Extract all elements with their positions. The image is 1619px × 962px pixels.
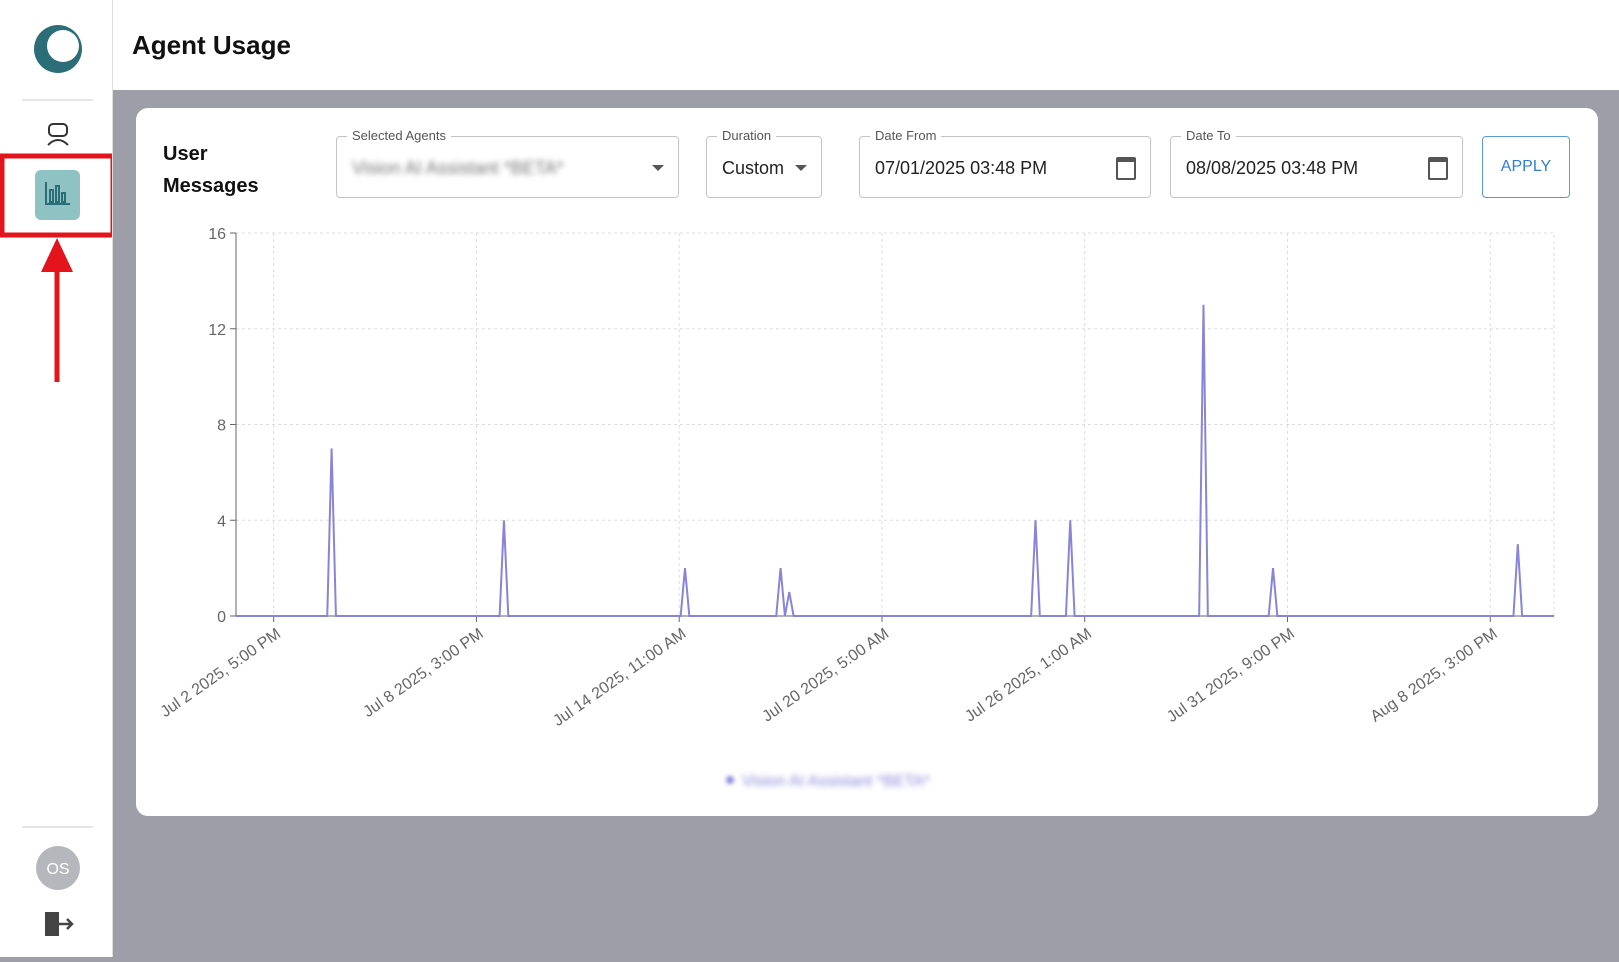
field-value: 07/01/2025 03:48 PM (875, 158, 1048, 178)
x-tick-label: Jul 26 2025, 1:00 AM (962, 625, 1095, 725)
y-tick-label: 16 (208, 226, 226, 243)
duration-select[interactable]: Duration Custom (706, 128, 822, 198)
dropdown-caret (795, 165, 807, 177)
field-label: Selected Agents (347, 128, 451, 143)
x-tick-label: Jul 14 2025, 11:00 AM (550, 625, 689, 730)
x-tick-label: Jul 31 2025, 9:00 PM (1164, 625, 1298, 726)
legend-marker (726, 776, 734, 784)
logo-inner (47, 30, 79, 62)
field-value: Custom (722, 158, 785, 178)
field-label: Date From (870, 128, 942, 143)
page-title: Agent Usage (132, 30, 291, 60)
apply-button[interactable]: APPLY (1482, 136, 1570, 198)
card-heading: User Messages (163, 143, 259, 197)
field-label: Duration (717, 128, 777, 143)
x-tick-label: Jul 2 2025, 5:00 PM (158, 625, 284, 721)
dropdown-caret (652, 165, 664, 177)
card: User Messages Selected Agents Vision AI A… (136, 108, 1598, 816)
agents-select[interactable]: Selected Agents Vision AI Assistant *BETA… (336, 128, 679, 198)
plot-frame (236, 232, 1555, 616)
header: Agent Usage (113, 0, 1619, 90)
y-tick-label: 12 (208, 322, 226, 339)
legend-label: Vision AI Assistant *BETA* (742, 773, 930, 790)
field-value: 08/08/2025 03:48 PM (1186, 158, 1359, 178)
field-label: Date To (1181, 128, 1236, 143)
sidebar: OS (0, 0, 116, 957)
y-tick-label: 4 (217, 513, 226, 530)
agents-icon[interactable] (47, 123, 69, 146)
arrow-head (41, 238, 73, 272)
sidebar-icons: OS (0, 25, 116, 936)
x-tick-label: Jul 8 2025, 3:00 PM (360, 625, 486, 721)
y-tick-label: 0 (217, 609, 226, 626)
field-value: Vision AI Assistant *BETA* (352, 158, 564, 178)
calendar-icon[interactable] (1116, 157, 1136, 180)
y-tick-label: 8 (217, 418, 226, 435)
logout-icon[interactable] (45, 912, 74, 936)
date-from[interactable]: Date From 07/01/2025 03:48 PM (859, 128, 1151, 198)
x-tick-label: Aug 8 2025, 3:00 PM (1368, 625, 1501, 725)
avatar[interactable] (36, 846, 80, 890)
line (236, 304, 1554, 617)
x-tick-label: Jul 20 2025, 5:00 AM (759, 625, 892, 725)
avatar-initials: OS (46, 861, 69, 878)
date-to[interactable]: Date To 08/08/2025 03:48 PM (1170, 128, 1463, 198)
usage-glyph (45, 182, 70, 205)
calendar-icon[interactable] (1428, 157, 1448, 180)
